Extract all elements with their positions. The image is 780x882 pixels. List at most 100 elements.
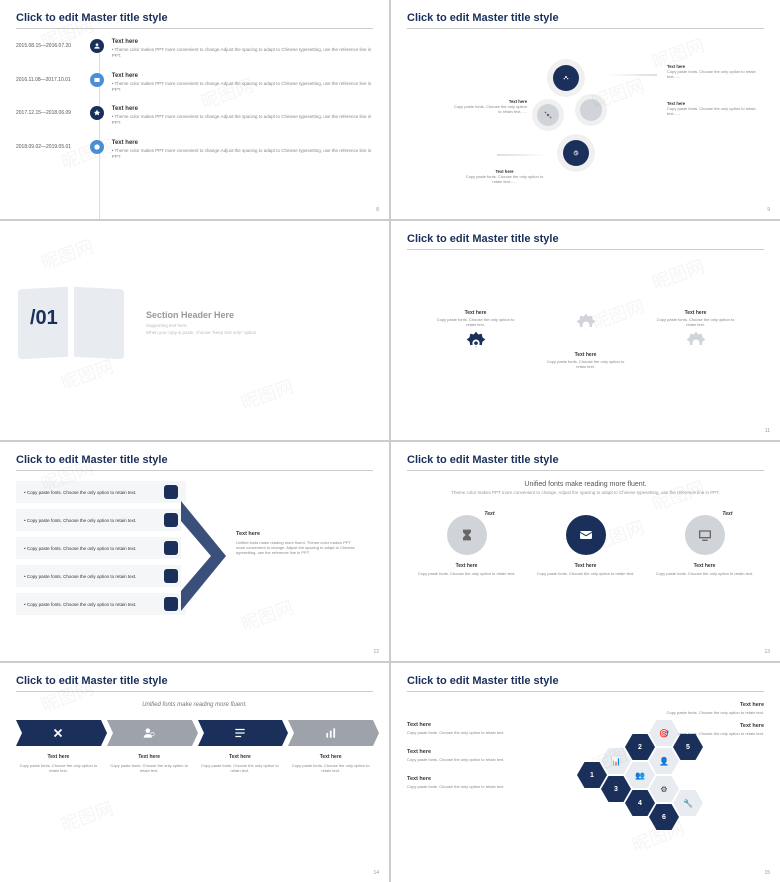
dot-icon xyxy=(90,39,104,53)
label: Text hereCopy paste fonts. Choose the on… xyxy=(462,169,547,185)
calendar-icon xyxy=(164,541,178,555)
circle-item: Text Text hereCopy paste fonts. Choose t… xyxy=(655,515,755,577)
book-icon: /01 xyxy=(16,283,126,363)
circle-icon: Text xyxy=(685,515,725,555)
hex-icon: 👤 xyxy=(649,748,679,774)
hex-layout: Text hereCopy paste fonts. Choose the on… xyxy=(407,702,764,872)
circle-item: Text Text hereCopy paste fonts. Choose t… xyxy=(536,515,636,577)
summary: Text here Unified fonts make reading mor… xyxy=(236,481,356,651)
list-item: • Copy paste fonts. Choose the only opti… xyxy=(16,481,186,503)
page-num: 8 xyxy=(376,207,379,213)
timeline-text: Text here• Theme color makes PPT more co… xyxy=(112,106,373,126)
subtitle: Unified fonts make reading more fluent. xyxy=(16,702,373,708)
list-item: • Copy paste fonts. Choose the only opti… xyxy=(16,509,186,531)
dot-icon xyxy=(90,140,104,154)
subtitle: Unified fonts make reading more fluent. xyxy=(407,481,764,488)
slide-3: /01 Section Header Here Supporting text … xyxy=(0,221,389,440)
subtitle2: Theme color makes PPT more convenient to… xyxy=(407,490,764,495)
slide-8: Click to edit Master title style Text he… xyxy=(391,663,780,882)
section-header: /01 Section Header Here Supporting text … xyxy=(16,233,373,413)
hex-icon: ⚙ xyxy=(649,776,679,802)
label: Text hereCopy paste fonts. Choose the on… xyxy=(452,99,527,115)
slide-6: Click to edit Master title style Unified… xyxy=(391,442,780,661)
timeline-row: 2016.11.08—2017.10.01 Text here• Theme c… xyxy=(16,73,373,93)
head-icon xyxy=(16,720,101,746)
column: Text hereCopy paste fonts. Choose the on… xyxy=(16,720,101,773)
title: Click to edit Master title style xyxy=(407,675,764,692)
hex-num: 1 xyxy=(577,762,607,788)
circle-icon: Text xyxy=(566,515,606,555)
column: Text hereCopy paste fonts. Choose the on… xyxy=(107,720,192,773)
dot-icon xyxy=(90,73,104,87)
hex-icon: 🔧 xyxy=(673,790,703,816)
hex-num: 6 xyxy=(649,804,679,830)
timeline-row: 2015.08.15—2016.07.20 Text here• Theme c… xyxy=(16,39,373,59)
hex-num: 5 xyxy=(673,734,703,760)
hex-grid: 1 📊 2 🎯 3 👥 👤 5 4 ⚙ 6 🔧 xyxy=(577,732,727,842)
arrow-icon xyxy=(607,74,657,76)
section-text: Section Header Here Supporting text here… xyxy=(146,310,258,336)
circle-row: Text Text hereCopy paste fonts. Choose t… xyxy=(407,515,764,577)
date: 2018.09.02—2019.05.01 xyxy=(16,140,82,150)
circle-item: Text Text hereCopy paste fonts. Choose t… xyxy=(417,515,517,577)
timeline-row: 2017.12.15—2018.06.09 Text here• Theme c… xyxy=(16,106,373,126)
head-icon xyxy=(107,720,192,746)
title: Click to edit Master title style xyxy=(16,675,373,692)
page-num: 9 xyxy=(767,207,770,213)
list-item: • Copy paste fonts. Choose the only opti… xyxy=(16,593,186,615)
gear-icon xyxy=(568,310,604,346)
timeline-text: Text here• Theme color makes PPT more co… xyxy=(112,39,373,59)
slide-1: Click to edit Master title style 2015.08… xyxy=(0,0,389,219)
list-item: • Copy paste fonts. Choose the only opti… xyxy=(16,537,186,559)
arrow-list: • Copy paste fonts. Choose the only opti… xyxy=(16,481,373,651)
chart-icon xyxy=(164,597,178,611)
date: 2015.08.15—2016.07.20 xyxy=(16,39,82,49)
page-num: 11 xyxy=(765,428,770,434)
hex-num: 2 xyxy=(625,734,655,760)
page-num: 13 xyxy=(764,649,770,655)
hex-num: 4 xyxy=(625,790,655,816)
circle-icon: Text xyxy=(447,515,487,555)
title: Click to edit Master title style xyxy=(407,12,764,29)
section-number: /01 xyxy=(30,307,58,330)
column: Text hereCopy paste fonts. Choose the on… xyxy=(288,720,373,773)
gear-item: Text hereCopy paste fonts. Choose the on… xyxy=(436,310,516,370)
slide-2: Click to edit Master title style Text he… xyxy=(391,0,780,219)
chat-icon xyxy=(164,485,178,499)
timeline-text: Text here• Theme color makes PPT more co… xyxy=(112,140,373,160)
date: 2016.11.08—2017.10.01 xyxy=(16,73,82,83)
slide-5: Click to edit Master title style • Copy … xyxy=(0,442,389,661)
page-num: 14 xyxy=(373,870,379,876)
arrow-shape xyxy=(181,501,226,611)
page-num: 12 xyxy=(373,649,379,655)
dot-icon xyxy=(90,106,104,120)
column-row: Text hereCopy paste fonts. Choose the on… xyxy=(16,720,373,773)
gear-icon xyxy=(678,328,714,364)
head-icon xyxy=(198,720,283,746)
title: Click to edit Master title style xyxy=(407,233,764,250)
slide-7: Click to edit Master title style Unified… xyxy=(0,663,389,882)
date: 2017.12.15—2018.06.09 xyxy=(16,106,82,116)
hex-num: 3 xyxy=(601,776,631,802)
timeline-text: Text here• Theme color makes PPT more co… xyxy=(112,73,373,93)
label: Text hereCopy paste fonts. Choose the on… xyxy=(667,64,757,80)
page-num: 15 xyxy=(764,870,770,876)
gear-icon xyxy=(458,328,494,364)
gear-row: Text hereCopy paste fonts. Choose the on… xyxy=(407,260,764,420)
arrow-icon xyxy=(497,154,547,156)
gear-item: Text hereCopy paste fonts. Choose the on… xyxy=(546,310,626,370)
column: Text hereCopy paste fonts. Choose the on… xyxy=(198,720,283,773)
title: Click to edit Master title style xyxy=(407,454,764,471)
cube-icon xyxy=(164,513,178,527)
right-content: Text hereCopy paste fonts. Choose the on… xyxy=(567,702,764,872)
gear-item: Text hereCopy paste fonts. Choose the on… xyxy=(656,310,736,370)
slide-grid: Click to edit Master title style 2015.08… xyxy=(0,0,780,882)
timeline-line xyxy=(99,39,100,219)
user-icon xyxy=(164,569,178,583)
hex-icon: 👥 xyxy=(625,762,655,788)
left-text: Text hereCopy paste fonts. Choose the on… xyxy=(407,702,567,872)
slide-4: Click to edit Master title style Text he… xyxy=(391,221,780,440)
circle-diagram: Text hereCopy paste fonts. Choose the on… xyxy=(407,39,764,209)
label: Text hereCopy paste fonts. Choose the on… xyxy=(667,101,757,117)
head-icon xyxy=(288,720,373,746)
